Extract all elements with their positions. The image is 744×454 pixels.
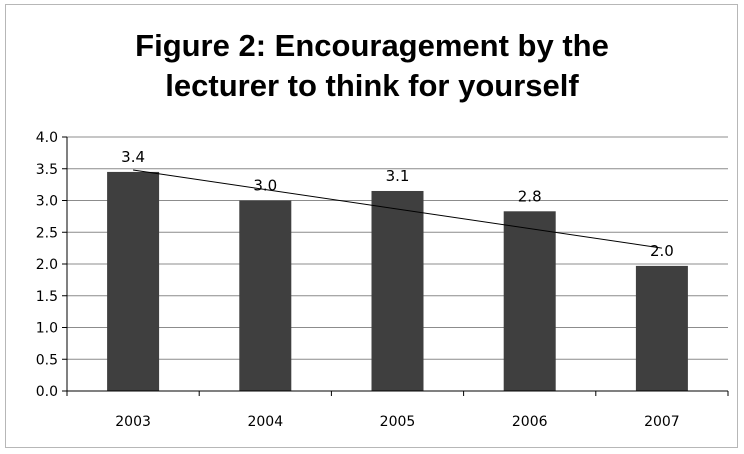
data-label-2005: 3.1 xyxy=(386,167,410,185)
y-tick-label: 2.0 xyxy=(36,257,58,273)
chart-title-line-2: lecturer to think for yourself xyxy=(165,68,579,103)
y-tick-label: 3.5 xyxy=(36,162,58,178)
data-label-2004: 3.0 xyxy=(253,177,277,195)
x-tick-label-2005: 2005 xyxy=(380,414,416,430)
data-label-2007: 2.0 xyxy=(650,242,674,260)
chart-title-line-1: Figure 2: Encouragement by the xyxy=(135,28,609,63)
y-tick-label: 4.0 xyxy=(36,130,58,146)
x-tick-label-2003: 2003 xyxy=(115,414,151,430)
y-tick-label: 1.5 xyxy=(36,289,58,305)
trendline xyxy=(133,169,662,249)
data-label-2006: 2.8 xyxy=(518,187,542,205)
chart-title: Figure 2: Encouragement by the lecturer … xyxy=(0,26,744,106)
y-tick-label: 3.0 xyxy=(36,194,58,210)
x-tick-label-2007: 2007 xyxy=(644,414,680,430)
x-tick-label-2004: 2004 xyxy=(247,414,283,430)
x-tick-label-2006: 2006 xyxy=(512,414,548,430)
bar-2003 xyxy=(107,171,160,391)
bar-2006 xyxy=(503,211,556,391)
y-tick-label: 0.5 xyxy=(36,352,58,368)
data-label-2003: 3.4 xyxy=(121,148,145,166)
y-tick-label: 0.0 xyxy=(36,384,58,400)
y-tick-label: 2.5 xyxy=(36,225,58,241)
bar-2005 xyxy=(371,190,424,391)
bar-2004 xyxy=(239,200,292,391)
bar-2007 xyxy=(635,265,688,391)
y-tick-label: 1.0 xyxy=(36,321,58,337)
